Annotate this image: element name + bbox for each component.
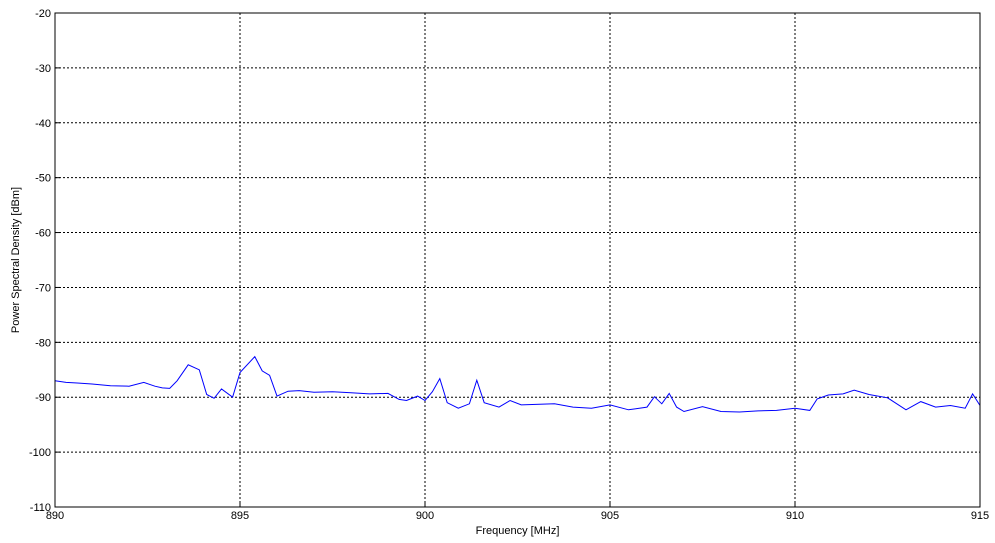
- y-axis-label: Power Spectral Density [dBm]: [10, 187, 22, 333]
- y-tick-label: -110: [30, 502, 51, 514]
- ticks: 890 895 900 905 910 915 -20 -30 -40 -50 -60 -70 -80 -…: [29, 8, 989, 522]
- psd-series-line: [54, 355, 981, 413]
- y-tick-label: -50: [35, 173, 51, 185]
- grid: [55, 13, 980, 507]
- x-tick-label: 890: [46, 510, 64, 522]
- y-tick-label: -90: [35, 392, 51, 404]
- y-tick-label: -40: [35, 118, 51, 130]
- x-tick-label: 900: [416, 510, 434, 522]
- plot-frame: [54, 12, 981, 508]
- x-tick-label: 895: [231, 510, 249, 522]
- series: [54, 355, 981, 413]
- y-tick-label: -70: [35, 282, 51, 294]
- x-tick-label: 915: [971, 510, 989, 522]
- y-tick-label: -30: [35, 63, 51, 75]
- x-tick-label: 910: [786, 510, 804, 522]
- x-axis-label: Frequency [MHz]: [476, 525, 560, 537]
- y-tick-label: -60: [35, 228, 51, 240]
- y-tick-label: -80: [35, 337, 51, 349]
- y-tick-label: -100: [29, 447, 51, 459]
- y-tick-label: -20: [35, 8, 51, 20]
- x-tick-label: 905: [601, 510, 619, 522]
